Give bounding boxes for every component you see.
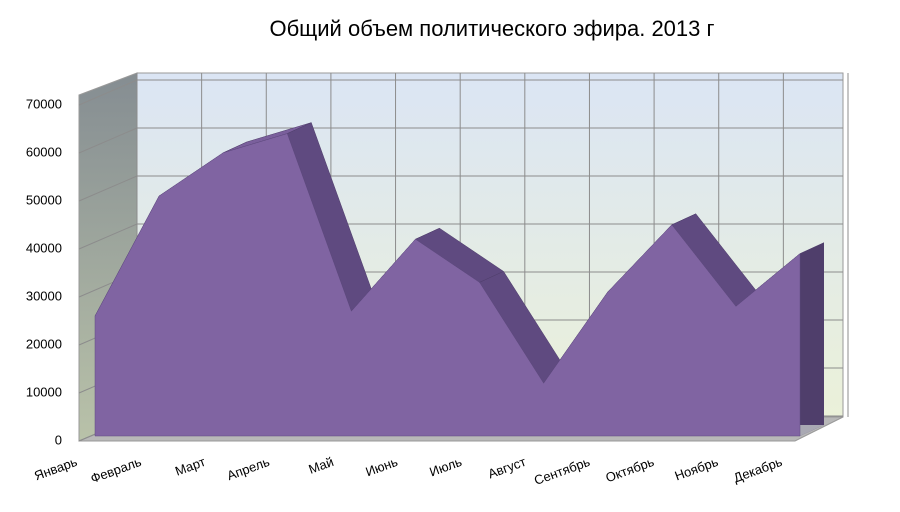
y-tick-label: 50000 [26,192,62,207]
y-tick-label: 20000 [26,336,62,351]
y-tick-label: 60000 [26,144,62,159]
x-tick-label: Декабрь [731,454,784,486]
x-tick-label: Ноябрь [673,454,721,484]
x-tick-label: Апрель [225,454,272,483]
area-side [800,242,824,436]
x-tick-label: Февраль [89,454,144,486]
y-tick-label: 40000 [26,240,62,255]
grid-line [78,79,138,106]
x-tick-label: Октябрь [604,454,657,485]
y-tick-label: 10000 [26,384,62,399]
y-tick-label: 0 [55,432,62,447]
x-tick-label: Январь [32,454,79,483]
x-tick-label: Июнь [363,454,399,479]
area [94,133,801,437]
y-tick-label: 30000 [26,288,62,303]
x-tick-label: Сентябрь [532,454,592,488]
grid-line [78,175,138,202]
x-tick-label: Май [307,454,336,477]
y-tick-label: 70000 [26,96,62,111]
grid-line [78,223,138,250]
x-tick-label: Июль [427,454,464,480]
chart-title: Общий объем политического эфира. 2013 г [269,16,714,41]
grid-line [78,127,138,154]
x-tick-label: Март [173,454,207,479]
plot [94,122,825,437]
x-tick-label: Август [486,454,528,481]
